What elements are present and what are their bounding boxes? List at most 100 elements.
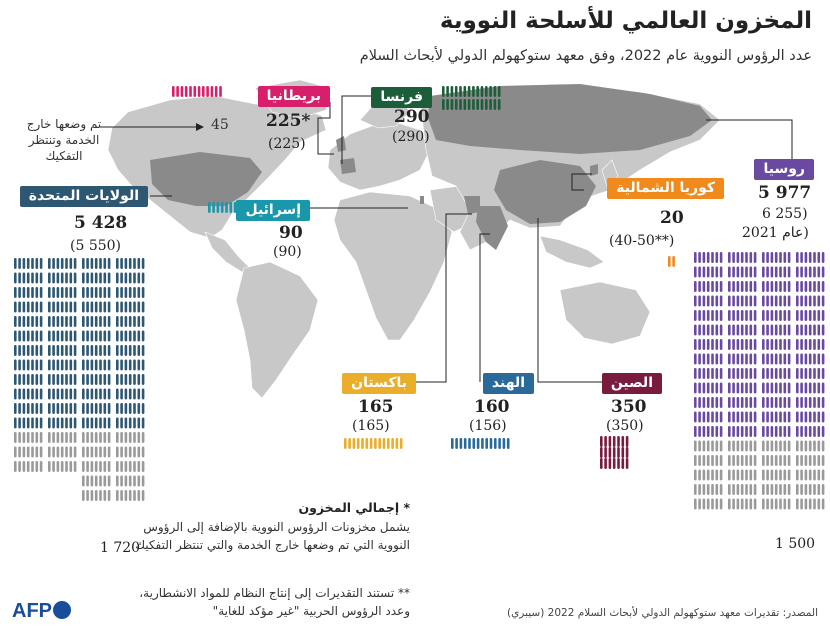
- warhead-icon-russia: [787, 397, 791, 408]
- warhead-icon-pakistan: [369, 438, 373, 449]
- warhead-icon-russia: [745, 339, 748, 350]
- warhead-icon-usa: [128, 374, 132, 385]
- warhead-icon-usa: [141, 330, 145, 342]
- warhead-icon-usa: [82, 345, 85, 356]
- warhead-icon-usa: [86, 359, 89, 371]
- warhead-icon-usa: [39, 272, 43, 284]
- warhead-icon-russia: [749, 382, 753, 394]
- warhead-icon-usa-retired: [133, 475, 136, 487]
- chart-subtitle: عدد الرؤوس النووية عام 2022، وفق معهد ست…: [359, 48, 812, 64]
- warhead-icon-russia: [817, 324, 821, 336]
- prev-pakistan: (165): [352, 418, 390, 434]
- warhead-icon-usa: [35, 403, 39, 414]
- warhead-icon-usa: [94, 403, 98, 414]
- warhead-icon-usa-retired: [133, 446, 136, 458]
- warhead-icon-france: [489, 99, 492, 110]
- warhead-icon-russia: [745, 353, 748, 365]
- warhead-icon-russia: [740, 353, 744, 365]
- warhead-icon-russia: [728, 397, 731, 408]
- warhead-icon-russia: [740, 252, 744, 263]
- warhead-icon-usa: [128, 345, 132, 356]
- warhead-icon-india: [506, 438, 510, 449]
- warhead-icon-russia-retired: [813, 484, 816, 495]
- warhead-icon-pakistan: [352, 438, 356, 449]
- warhead-icon-usa: [86, 345, 89, 356]
- warhead-icon-russia-retired: [745, 455, 748, 466]
- warhead-icon-china: [600, 447, 603, 458]
- chart-title: المخزون العالمي للأسلحة النووية: [439, 8, 812, 34]
- warhead-icon-usa: [48, 374, 51, 385]
- warhead-icon-usa: [60, 388, 64, 400]
- warhead-icon-usa: [133, 330, 136, 342]
- warhead-icon-russia: [817, 281, 821, 292]
- warhead-icon-usa: [128, 330, 132, 342]
- warhead-icon-uk: [193, 86, 197, 97]
- warhead-icon-usa: [48, 301, 51, 313]
- warhead-icon-russia: [808, 339, 812, 350]
- warhead-icon-usa: [99, 330, 102, 342]
- arrow-head: [196, 123, 204, 131]
- warhead-icon-russia-retired: [766, 440, 769, 452]
- warhead-icon-russia: [753, 353, 757, 365]
- warhead-icon-russia-retired: [728, 440, 731, 452]
- warhead-icon-russia: [817, 339, 821, 350]
- warhead-icon-usa-retired: [82, 461, 85, 472]
- warhead-icon-usa-retired: [124, 461, 128, 472]
- warhead-icon-usa: [65, 301, 68, 313]
- warhead-icon-russia: [817, 353, 821, 365]
- warhead-icon-usa: [22, 258, 26, 269]
- warhead-icon-usa: [48, 403, 51, 414]
- warhead-icon-china: [608, 458, 612, 469]
- warhead-icon-russia: [745, 324, 748, 336]
- warhead-icon-usa-retired: [60, 461, 64, 472]
- warhead-icon-russia-retired: [783, 440, 787, 452]
- warhead-icon-russia: [698, 295, 701, 307]
- warhead-icon-usa: [141, 388, 145, 400]
- warhead-icon-usa: [103, 301, 107, 313]
- warhead-icon-usa: [35, 287, 39, 298]
- warhead-icon-israel: [208, 202, 211, 213]
- warhead-icon-usa-retired: [82, 446, 85, 458]
- warhead-icon-russia: [804, 397, 808, 408]
- warhead-icon-uk: [176, 86, 179, 97]
- warhead-icon-uk: [206, 86, 209, 97]
- warhead-icon-russia: [813, 353, 816, 365]
- warhead-icon-usa: [39, 301, 43, 313]
- warhead-icon-russia: [719, 426, 723, 437]
- warhead-icon-russia: [779, 324, 782, 336]
- label-china: الصين: [601, 373, 662, 394]
- warhead-icon-usa: [99, 359, 102, 371]
- map-china-highlight: [494, 160, 596, 224]
- warhead-icon-russia: [821, 281, 825, 292]
- warhead-icon-usa: [26, 374, 30, 385]
- warhead-icon-uk: [210, 86, 214, 97]
- warhead-icon-russia: [783, 382, 787, 394]
- warhead-icon-usa: [94, 272, 98, 284]
- warhead-icon-usa-retired: [99, 432, 102, 443]
- warhead-icon-russia-retired: [813, 455, 816, 466]
- warhead-icon-usa-retired: [14, 461, 17, 472]
- warhead-icon-russia: [694, 310, 697, 321]
- warhead-icon-russia: [796, 411, 799, 423]
- warhead-icon-usa: [52, 388, 55, 400]
- warhead-icon-russia-retired: [719, 469, 723, 481]
- warhead-icon-russia: [728, 281, 731, 292]
- warhead-icon-russia: [736, 252, 740, 263]
- warhead-icon-russia: [800, 339, 803, 350]
- warhead-icon-usa: [120, 272, 123, 284]
- warhead-icon-usa-retired: [141, 461, 145, 472]
- warhead-icon-russia: [702, 353, 706, 365]
- warhead-icon-russia: [813, 411, 816, 423]
- warhead-icon-usa-retired: [90, 432, 94, 443]
- warhead-icon-usa-retired: [86, 475, 89, 487]
- warhead-icon-russia: [796, 426, 799, 437]
- warhead-icon-russia: [779, 266, 782, 278]
- warhead-icon-usa-retired: [116, 475, 119, 487]
- warhead-icon-usa: [124, 316, 128, 327]
- warhead-icon-india: [485, 438, 488, 449]
- warhead-icon-russia-retired: [740, 498, 744, 510]
- warhead-icon-russia-retired: [736, 469, 740, 481]
- warhead-icon-russia-retired: [736, 484, 740, 495]
- warhead-icon-russia-retired: [813, 440, 816, 452]
- warhead-icon-usa: [14, 272, 17, 284]
